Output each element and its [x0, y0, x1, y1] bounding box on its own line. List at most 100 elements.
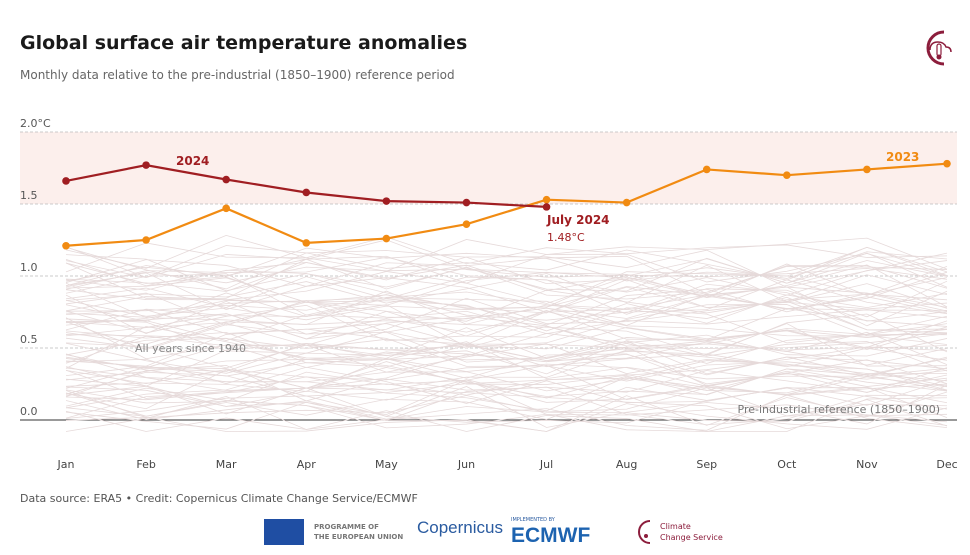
background-year-line: [65, 333, 948, 364]
reference-label: Pre-industrial reference (1850–1900): [738, 403, 940, 416]
c3s-label: Climate Change Service: [660, 521, 723, 543]
data-point-2024: [222, 175, 230, 184]
c3s-line2: Change Service: [660, 533, 723, 542]
background-year-line: [65, 341, 948, 381]
x-tick-label: Jan: [57, 458, 75, 471]
background-year-line: [65, 384, 948, 428]
background-year-line: [65, 342, 948, 377]
data-point-2023: [702, 165, 711, 174]
eu-label: PROGRAMME OF THE EUROPEAN UNION: [314, 522, 403, 542]
background-year-line: [65, 343, 948, 387]
c3s-logo-icon: [920, 28, 956, 72]
background-year-line: [65, 364, 948, 402]
data-point-2023: [783, 171, 791, 179]
series-label-2023: 2023: [886, 150, 919, 164]
background-year-line: [65, 239, 948, 282]
background-year-line: [65, 315, 948, 360]
y-tick-label: 0.0: [20, 405, 38, 418]
data-source: Data source: ERA5 • Credit: Copernicus C…: [20, 492, 418, 505]
background-year-line: [65, 354, 948, 392]
background-year-line: [65, 263, 948, 306]
background-year-line: [65, 335, 948, 368]
background-year-line: [65, 321, 948, 363]
background-year-line: [65, 247, 948, 290]
background-year-line: [65, 255, 948, 295]
july-2024-label: July 2024: [546, 213, 610, 227]
y-tick-label: 0.5: [20, 333, 38, 346]
background-year-line: [65, 379, 948, 418]
background-year-line: [65, 235, 948, 269]
background-year-line: [65, 395, 948, 432]
threshold-band: [20, 132, 957, 204]
data-point-2023: [222, 204, 230, 213]
series-label-2024: 2024: [176, 154, 209, 168]
data-point-2023: [863, 165, 871, 174]
background-label: All years since 1940: [135, 342, 246, 355]
background-year-line: [65, 379, 948, 420]
x-tick-label: Oct: [777, 458, 797, 471]
x-tick-label: Mar: [216, 458, 237, 471]
copernicus-logo: Copernicus: [417, 518, 503, 537]
background-year-line: [65, 253, 948, 284]
x-tick-label: Jun: [457, 458, 475, 471]
data-point-2024: [142, 161, 150, 169]
data-point-2024: [302, 188, 311, 197]
background-year-line: [65, 286, 948, 327]
background-year-line: [65, 264, 948, 308]
x-tick-label: Apr: [297, 458, 317, 471]
background-year-line: [65, 237, 948, 273]
y-tick-label: 2.0°C: [20, 117, 51, 130]
background-year-line: [65, 367, 948, 403]
background-year-line: [65, 364, 948, 404]
x-tick-label: Nov: [856, 458, 878, 471]
data-point-2024: [62, 177, 70, 185]
data-point-2024: [382, 197, 391, 205]
x-tick-label: Dec: [936, 458, 957, 471]
ecmwf-logo: ECMWF: [511, 524, 591, 547]
data-point-2024: [462, 198, 471, 207]
data-point-2023: [62, 241, 70, 250]
background-year-line: [65, 325, 948, 369]
series-line-2023: [65, 162, 948, 247]
background-year-line: [65, 387, 948, 423]
footer-logos: PROGRAMME OF THE EUROPEAN UNION Copernicu…: [0, 516, 970, 550]
background-year-line: [65, 322, 948, 351]
background-year-line: [65, 294, 948, 335]
background-year-line: [65, 341, 948, 377]
eu-flag-icon: [264, 519, 304, 545]
x-tick-label: Feb: [136, 458, 155, 471]
data-point-2023: [943, 159, 951, 168]
y-tick-label: 1.5: [20, 189, 38, 202]
background-year-line: [65, 318, 948, 354]
background-year-line: [65, 307, 948, 344]
background-year-line: [65, 271, 948, 310]
background-year-line: [65, 361, 948, 387]
background-year-line: [65, 277, 948, 314]
ecmwf-implemented: IMPLEMENTED BY: [511, 517, 555, 523]
background-year-line: [65, 297, 948, 340]
chart-area: 0.0 0.5 1.0 1.5 2.0°C All years since 1940 Pre…: [20, 117, 958, 471]
y-tick-label: 1.0: [20, 261, 38, 274]
data-point-2023: [302, 239, 311, 247]
x-tick-label: Aug: [616, 458, 637, 471]
background-year-line: [65, 376, 948, 412]
c3s-line1: Climate: [660, 522, 691, 531]
background-year-line: [65, 370, 948, 397]
data-point-2023: [542, 195, 551, 204]
data-point-2024: [542, 203, 551, 211]
background-year-line: [65, 288, 948, 326]
background-year-line: [65, 313, 948, 356]
background-year-line: [65, 249, 948, 292]
chart-title: Global surface air temperature anomalies: [20, 32, 468, 54]
background-year-line: [65, 279, 948, 321]
background-year-line: [65, 272, 948, 313]
x-tick-label: Sep: [696, 458, 717, 471]
background-year-line: [65, 256, 948, 296]
eu-line1: PROGRAMME OF: [314, 523, 379, 531]
x-tick-label: Jul: [539, 458, 553, 471]
data-point-2023: [142, 236, 150, 244]
background-year-line: [65, 245, 948, 281]
background-year-line: [65, 403, 948, 432]
background-year-line: [65, 369, 948, 410]
background-year-line: [65, 340, 948, 375]
